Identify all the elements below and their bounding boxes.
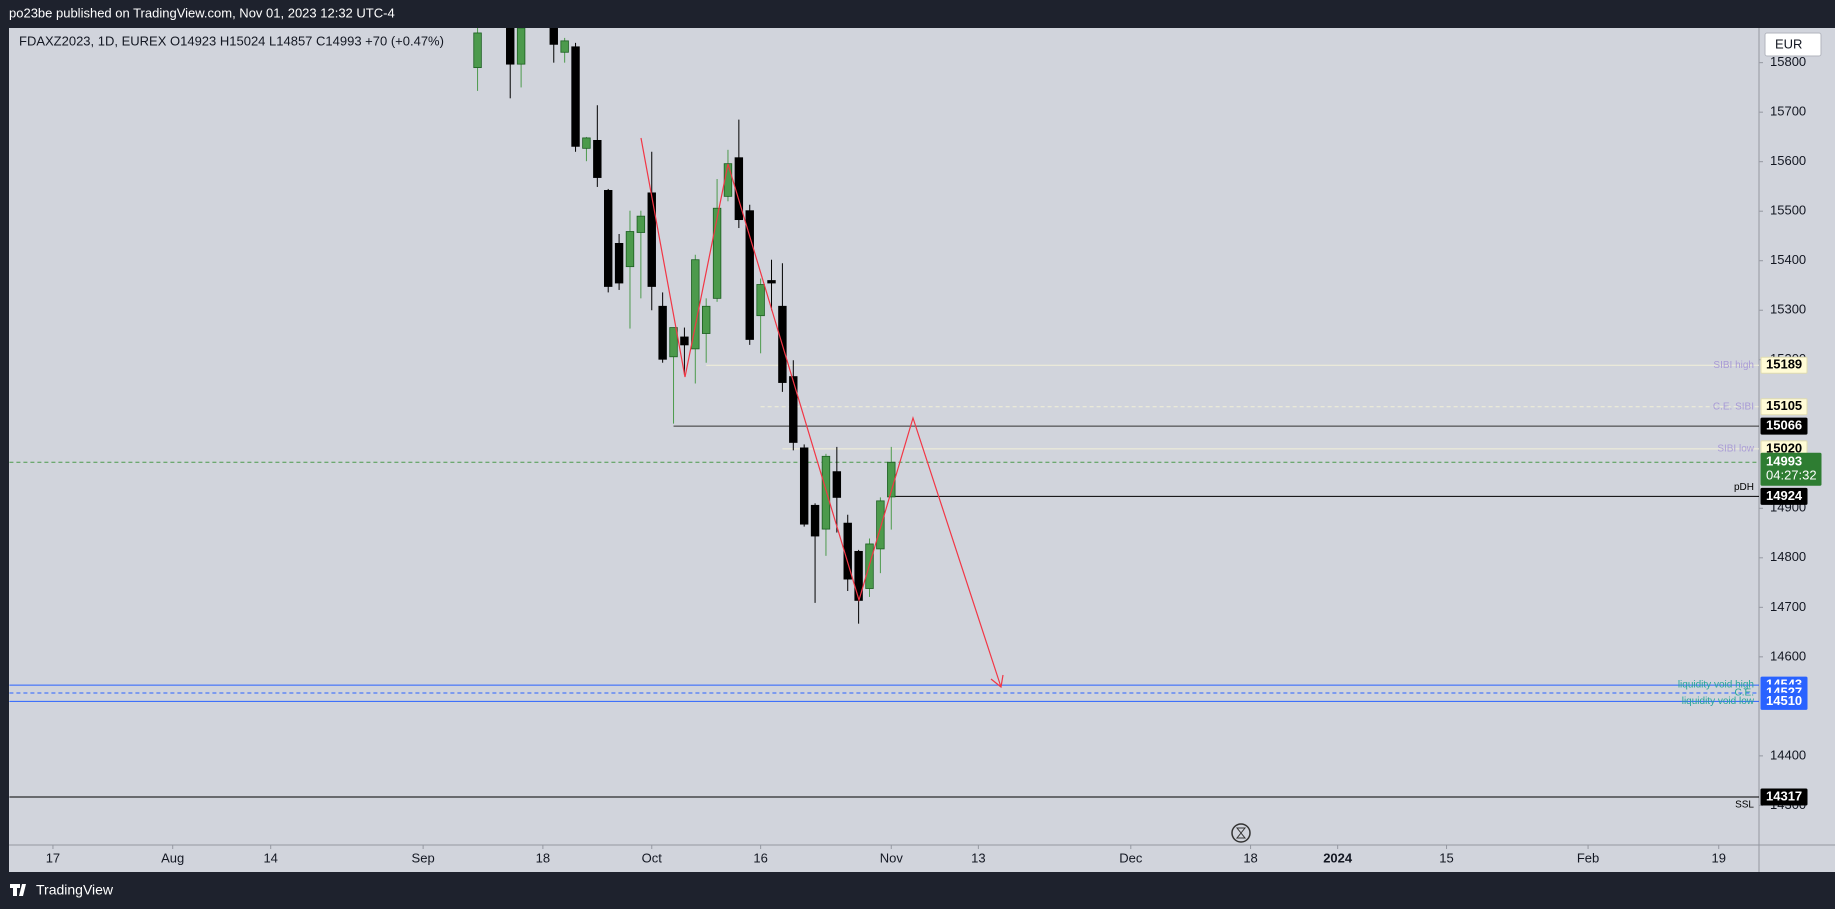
x-tick-label: Nov xyxy=(880,850,904,865)
y-tick-label: 14600 xyxy=(1770,648,1806,663)
price-badge-label: 14993 xyxy=(1766,454,1802,469)
candle-body xyxy=(789,376,798,443)
price-badge-label: 15020 xyxy=(1766,440,1802,455)
price-badge xyxy=(1760,356,1808,374)
y-tick-label: 14400 xyxy=(1770,747,1806,762)
price-badge xyxy=(1760,452,1822,486)
candle-body xyxy=(680,336,689,346)
replay-icon[interactable] xyxy=(1231,823,1251,843)
legend: FDAXZ2023, 1D, EUREX O14923 H15024 L1485… xyxy=(19,33,444,48)
candle-body xyxy=(560,40,569,53)
header: po23be published on TradingView.com, Nov… xyxy=(9,5,395,20)
logo xyxy=(10,884,26,896)
price-badge-label: 14924 xyxy=(1766,488,1803,503)
candle-body xyxy=(647,192,656,287)
candle-body xyxy=(604,190,613,287)
candle-body xyxy=(506,28,515,65)
level-name: SIBI low xyxy=(1717,444,1754,455)
plot xyxy=(9,28,1759,798)
price-badge xyxy=(1760,692,1808,710)
candle-body xyxy=(799,447,809,525)
y-tick-label: 15700 xyxy=(1770,104,1806,119)
price-badge xyxy=(1760,788,1808,806)
price-badge-label: 15105 xyxy=(1766,398,1802,413)
y-tick-label: 15300 xyxy=(1770,302,1806,317)
level-name: C.E. xyxy=(1735,688,1754,699)
price-badge-label: 15066 xyxy=(1766,418,1802,433)
x-tick-label: 16 xyxy=(753,850,767,865)
y-tick-label: 14700 xyxy=(1770,599,1806,614)
candle-body xyxy=(745,210,754,340)
level-name: pDH xyxy=(1734,482,1754,493)
candle-body xyxy=(636,215,646,233)
candle-body xyxy=(549,28,558,45)
price-badge-label: 14317 xyxy=(1766,788,1802,803)
x-tick-label: 15 xyxy=(1439,850,1453,865)
x-tick-label: 13 xyxy=(971,850,985,865)
drawing xyxy=(640,137,1004,689)
plot-background xyxy=(9,28,1835,872)
replay-icon[interactable] xyxy=(1235,827,1247,839)
x-tick-label: 14 xyxy=(263,850,277,865)
x-tick-label: 18 xyxy=(536,850,550,865)
price-badge xyxy=(1760,398,1808,416)
price-badge-label: 15189 xyxy=(1766,357,1802,372)
currency-button[interactable] xyxy=(1764,32,1822,57)
candle-body xyxy=(810,504,820,537)
candle-body xyxy=(593,139,602,178)
y-tick-label: 15400 xyxy=(1770,252,1806,267)
price-badge xyxy=(1760,417,1808,435)
y-tick-label: 14800 xyxy=(1770,549,1806,564)
candle-body xyxy=(876,500,885,550)
currency-label[interactable]: EUR xyxy=(1775,36,1802,51)
candle-body xyxy=(473,32,482,69)
level-name: liquidity void high xyxy=(1678,680,1754,691)
level-name: C.E. SIBI xyxy=(1713,401,1754,412)
x-tick-label: Dec xyxy=(1119,850,1143,865)
candle-body xyxy=(691,259,700,350)
candle-body xyxy=(767,280,776,284)
x-tick-label: 17 xyxy=(46,850,60,865)
candle-body xyxy=(832,471,842,498)
candle-body xyxy=(516,28,526,65)
candle-body xyxy=(669,327,678,358)
level-name: SSL xyxy=(1735,800,1754,811)
candle-body xyxy=(571,46,580,147)
x-tick-label: Feb xyxy=(1577,850,1599,865)
annotation-path xyxy=(640,137,1002,688)
candle-body xyxy=(701,305,711,334)
candle-body xyxy=(658,305,667,360)
x-tick-label: Sep xyxy=(412,850,435,865)
level-name: SIBI high xyxy=(1713,360,1754,371)
candle-body xyxy=(712,207,722,299)
footer-brand: TradingView xyxy=(36,882,114,898)
candle-body xyxy=(614,242,624,284)
y-tick-label: 15800 xyxy=(1770,54,1806,69)
price-badge xyxy=(1760,487,1808,505)
y-tick-label: 15500 xyxy=(1770,203,1806,218)
x-tick-label: 2024 xyxy=(1323,850,1353,865)
annotation-arrow xyxy=(990,674,1004,689)
x-tick-label: Aug xyxy=(161,850,184,865)
x-tick-label: Oct xyxy=(642,850,663,865)
level-name: liquidity void low xyxy=(1682,696,1755,707)
countdown: 04:27:32 xyxy=(1766,468,1817,483)
candle-body xyxy=(582,137,591,149)
candle-body xyxy=(821,455,831,530)
y-tick-label: 15600 xyxy=(1770,153,1806,168)
price-badge-label: 14510 xyxy=(1766,693,1802,708)
x-tick-label: 18 xyxy=(1243,850,1257,865)
x-tick-label: 19 xyxy=(1711,850,1725,865)
candle-body xyxy=(625,231,635,268)
candle-body xyxy=(756,284,765,317)
